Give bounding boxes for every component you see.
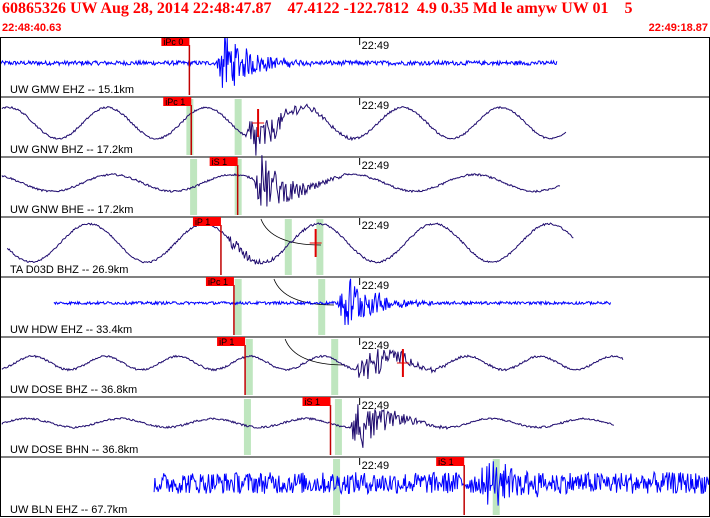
minute-tick-label: 22:49: [362, 340, 390, 352]
phase-pick-label: iP 1: [219, 337, 234, 347]
theoretical-curve: [284, 338, 346, 366]
channel-label: UW GMW EHZ -- 15.1km: [10, 84, 134, 96]
analysis-window: [331, 339, 339, 395]
minute-tick-label: 22:49: [362, 460, 390, 472]
phase-pick-label: iS 1: [212, 157, 228, 167]
event-header: 60865326 UW Aug 28, 2014 22:48:47.87 47.…: [0, 0, 710, 38]
trace-panel[interactable]: 22:49 iS 1 UW BLN EHZ -- 67.7km: [0, 456, 710, 516]
minute-tick-label: 22:49: [362, 220, 390, 232]
analysis-window: [333, 459, 341, 515]
minute-tick-label: 22:49: [362, 280, 390, 292]
channel-label: UW BLN EHZ -- 67.7km: [10, 504, 127, 516]
seismic-trace: [153, 461, 710, 506]
seismic-trace: [1, 103, 567, 156]
trace-panel[interactable]: 22:49 iS 1 UW DOSE BHN -- 36.8km: [0, 396, 710, 456]
phase-pick-label: iS 1: [304, 397, 320, 407]
analysis-window: [186, 99, 194, 155]
analysis-window: [318, 279, 326, 335]
seismic-trace: [1, 155, 561, 207]
phase-pick-flag[interactable]: [192, 217, 221, 226]
minute-tick-label: 22:49: [362, 40, 390, 52]
channel-label: UW GNW BHZ -- 17.2km: [10, 144, 133, 156]
phase-pick-flag[interactable]: [209, 157, 238, 166]
analysis-window: [316, 219, 324, 275]
start-time-label: 22:48:40.63: [2, 22, 62, 34]
phase-pick-flag[interactable]: [163, 97, 192, 106]
seismic-trace: [1, 349, 624, 380]
phase-pick-label: iP 1: [195, 217, 210, 227]
seismic-trace: [6, 222, 574, 265]
seismogram-plot[interactable]: 22:49 iPc 0 UW GMW EHZ -- 15.1km 22:49 iPc 1…: [0, 37, 710, 518]
channel-label: UW GNW BHE -- 17.2km: [10, 204, 133, 216]
phase-pick-flag[interactable]: [302, 397, 331, 406]
phase-pick-label: iPc 0: [163, 37, 183, 47]
phase-pick-flag[interactable]: [436, 457, 465, 466]
analysis-window: [284, 219, 292, 275]
phase-pick-flag[interactable]: [161, 37, 190, 46]
phase-pick-flag[interactable]: [205, 277, 234, 286]
trace-panel[interactable]: 22:49 iPc 0 UW GMW EHZ -- 15.1km: [0, 37, 558, 96]
theoretical-curve: [260, 218, 321, 246]
phase-pick-label: iPc 1: [208, 277, 228, 287]
minute-tick-label: 22:49: [362, 160, 390, 172]
channel-label: UW DOSE BHZ -- 36.8km: [10, 384, 137, 396]
analysis-window: [492, 459, 500, 515]
phase-pick-flag[interactable]: [217, 337, 246, 346]
trace-panel[interactable]: 22:49 iPc 1 UW GNW BHZ -- 17.2km: [0, 96, 710, 156]
trace-panel[interactable]: 22:49 iPc 1 UW HDW EHZ -- 33.4km: [0, 276, 710, 336]
analysis-window: [334, 399, 342, 455]
analysis-window: [245, 339, 253, 395]
minute-tick-label: 22:49: [362, 100, 390, 112]
channel-label: UW DOSE BHN -- 36.8km: [10, 444, 138, 456]
theoretical-curve: [273, 278, 334, 306]
minute-tick-label: 22:49: [362, 400, 390, 412]
seismic-trace: [53, 278, 612, 326]
seismic-trace: [0, 37, 558, 88]
phase-pick-label: iS 1: [438, 457, 454, 467]
trace-panel[interactable]: 22:49 iP 1 UW DOSE BHZ -- 36.8km: [0, 336, 710, 396]
phase-pick-label: iPc 1: [165, 97, 185, 107]
channel-label: TA D03D BHZ -- 26.9km: [10, 264, 128, 276]
trace-panel[interactable]: 22:49 iS 1 UW GNW BHE -- 17.2km: [0, 155, 710, 216]
channel-label: UW HDW EHZ -- 33.4km: [10, 324, 132, 336]
analysis-window: [234, 99, 242, 155]
trace-panel[interactable]: 22:49 iP 1 TA D03D BHZ -- 26.9km: [0, 216, 710, 276]
end-time-label: 22:49:18.87: [648, 22, 708, 34]
analysis-window: [234, 279, 242, 335]
event-title: 60865326 UW Aug 28, 2014 22:48:47.87 47.…: [2, 0, 633, 17]
seismic-trace: [1, 404, 615, 448]
